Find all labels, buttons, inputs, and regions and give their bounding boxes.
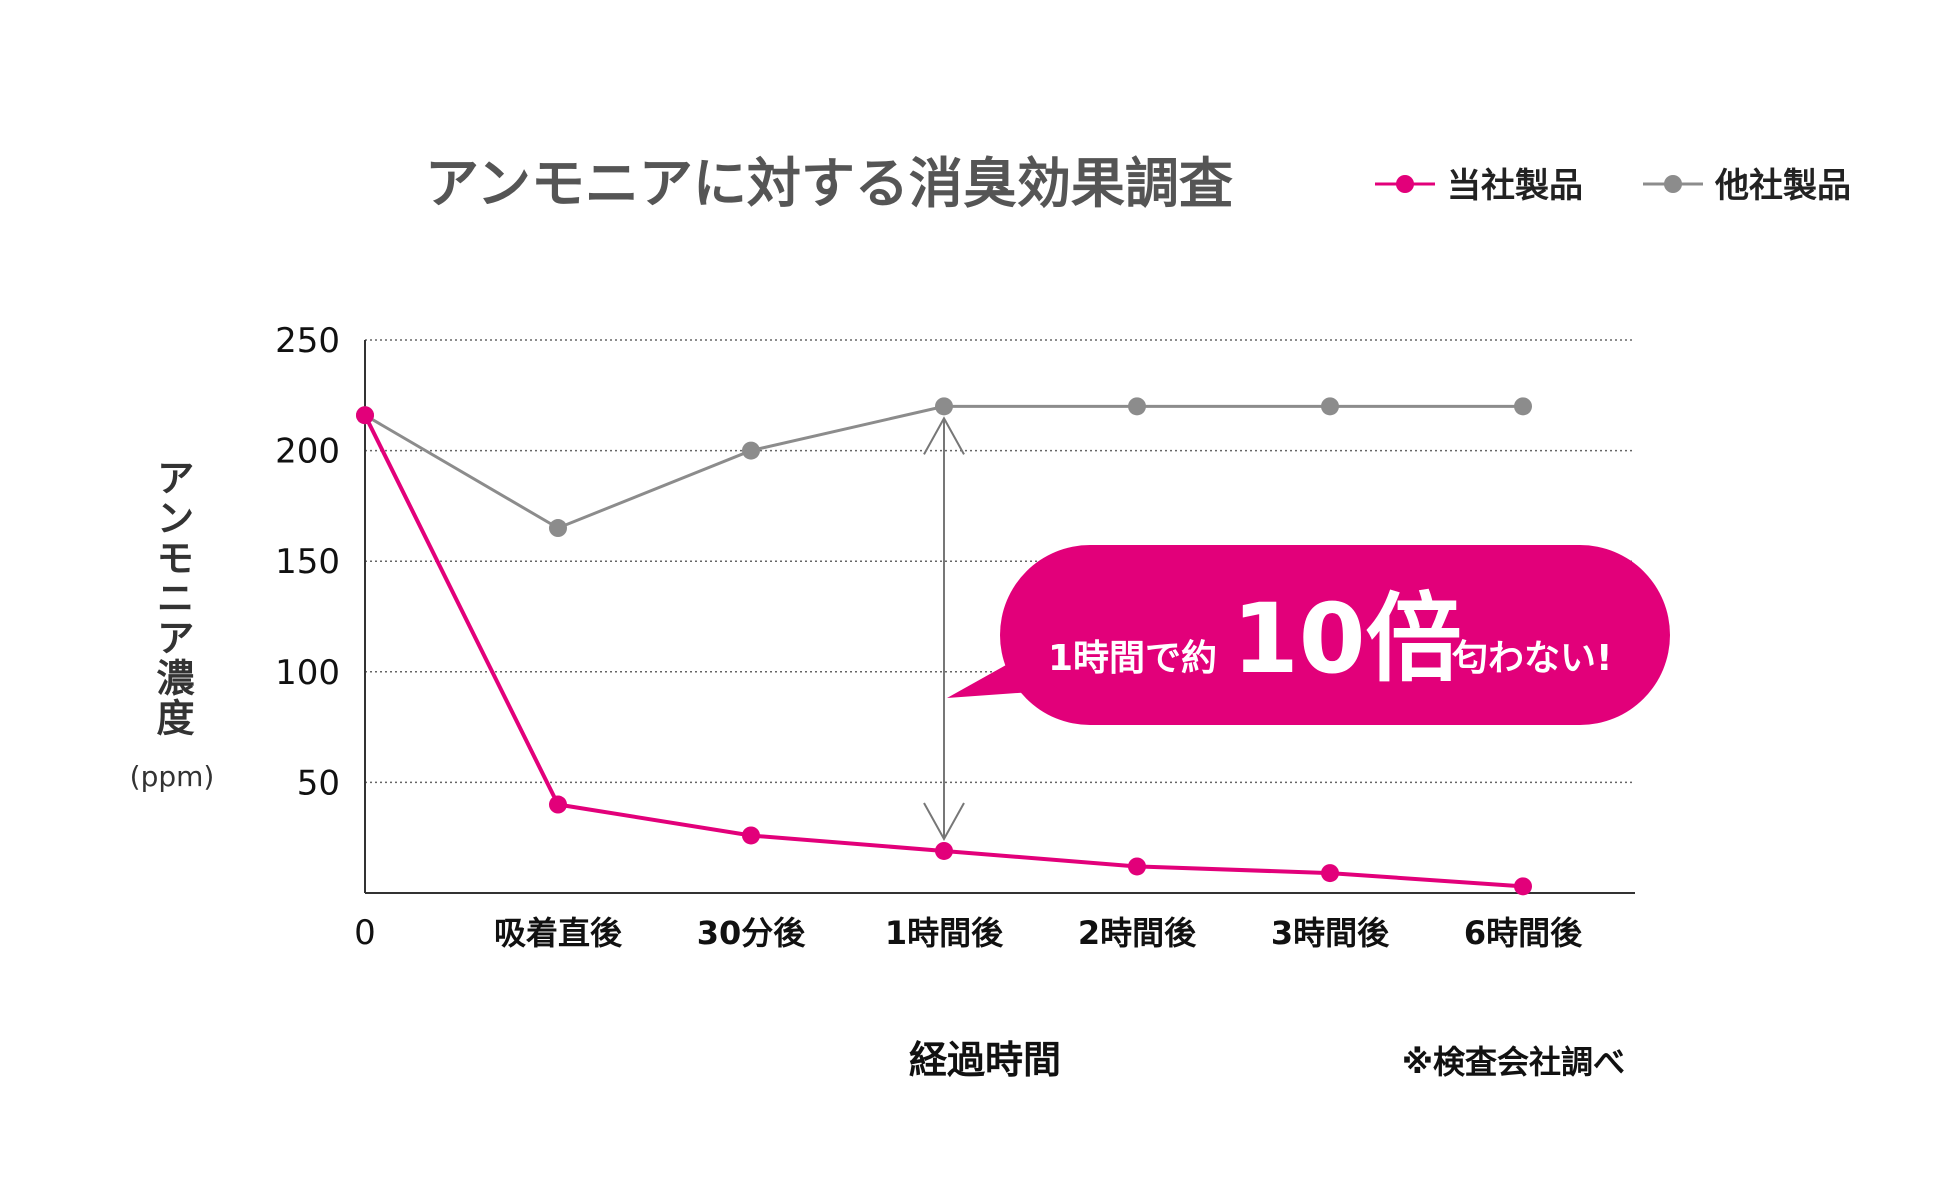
data-point <box>1321 864 1339 883</box>
x-tick-label: 30分後 <box>697 914 807 952</box>
x-tick-label: 3時間後 <box>1271 914 1390 952</box>
data-point <box>1514 397 1532 416</box>
data-point <box>935 397 953 416</box>
x-tick-label: 2時間後 <box>1078 914 1197 952</box>
data-point <box>742 441 760 460</box>
data-point <box>1128 857 1146 876</box>
callout-bubble <box>1000 545 1670 725</box>
data-point <box>935 841 953 860</box>
comparison-arrow-head-bottom <box>923 802 965 842</box>
comparison-arrow-head-top <box>923 416 965 455</box>
y-ticks: 50 100 150 200 250 <box>275 321 340 803</box>
callout-pointer <box>947 660 1060 698</box>
data-point <box>549 795 567 814</box>
chart-title: アンモニアに対する消臭効果調査 <box>425 152 1233 215</box>
y-axis-label-group: アンモニア濃度 (ppm) <box>130 458 215 793</box>
legend: 当社製品 他社製品 <box>1375 166 1851 206</box>
series-当社製品 <box>356 406 1532 896</box>
y-tick-label: 100 <box>275 653 340 693</box>
y-axis-label: アンモニア濃度 <box>150 458 194 738</box>
x-tick-label: 1時間後 <box>885 914 1004 952</box>
callout-text-pre: 1時間で約 <box>1048 638 1217 679</box>
y-tick-label: 200 <box>275 432 340 472</box>
data-point <box>549 519 567 538</box>
y-tick-label: 250 <box>275 321 340 361</box>
source-note: ※検査会社調べ <box>1402 1043 1625 1081</box>
series-他社製品 <box>356 397 1532 538</box>
y-tick-label: 50 <box>297 763 340 803</box>
data-point <box>1321 397 1339 416</box>
data-point <box>1128 397 1146 416</box>
legend-marker <box>1664 175 1682 193</box>
x-ticks: 0 吸着直後 30分後 1時間後 2時間後 3時間後 6時間後 <box>354 913 1583 953</box>
legend-label: 他社製品 <box>1714 166 1851 206</box>
legend-marker <box>1396 175 1414 193</box>
x-tick-label: 0 <box>354 913 376 953</box>
series-layer <box>356 397 1532 896</box>
legend-entry: 当社製品 <box>1375 166 1583 206</box>
y-axis-unit: (ppm) <box>130 760 215 793</box>
data-point <box>1514 877 1532 896</box>
legend-entry: 他社製品 <box>1643 166 1851 206</box>
legend-label: 当社製品 <box>1447 166 1583 206</box>
axes <box>364 340 1635 894</box>
y-tick-label: 150 <box>275 542 340 582</box>
x-tick-label: 吸着直後 <box>494 914 623 952</box>
data-point <box>742 826 760 845</box>
data-point <box>356 406 374 425</box>
x-tick-label: 6時間後 <box>1464 914 1583 952</box>
callout-text-post: 匂わない! <box>1451 638 1612 679</box>
x-axis-label: 経過時間 <box>909 1038 1061 1082</box>
callout-text-big: 10倍 <box>1232 583 1462 695</box>
